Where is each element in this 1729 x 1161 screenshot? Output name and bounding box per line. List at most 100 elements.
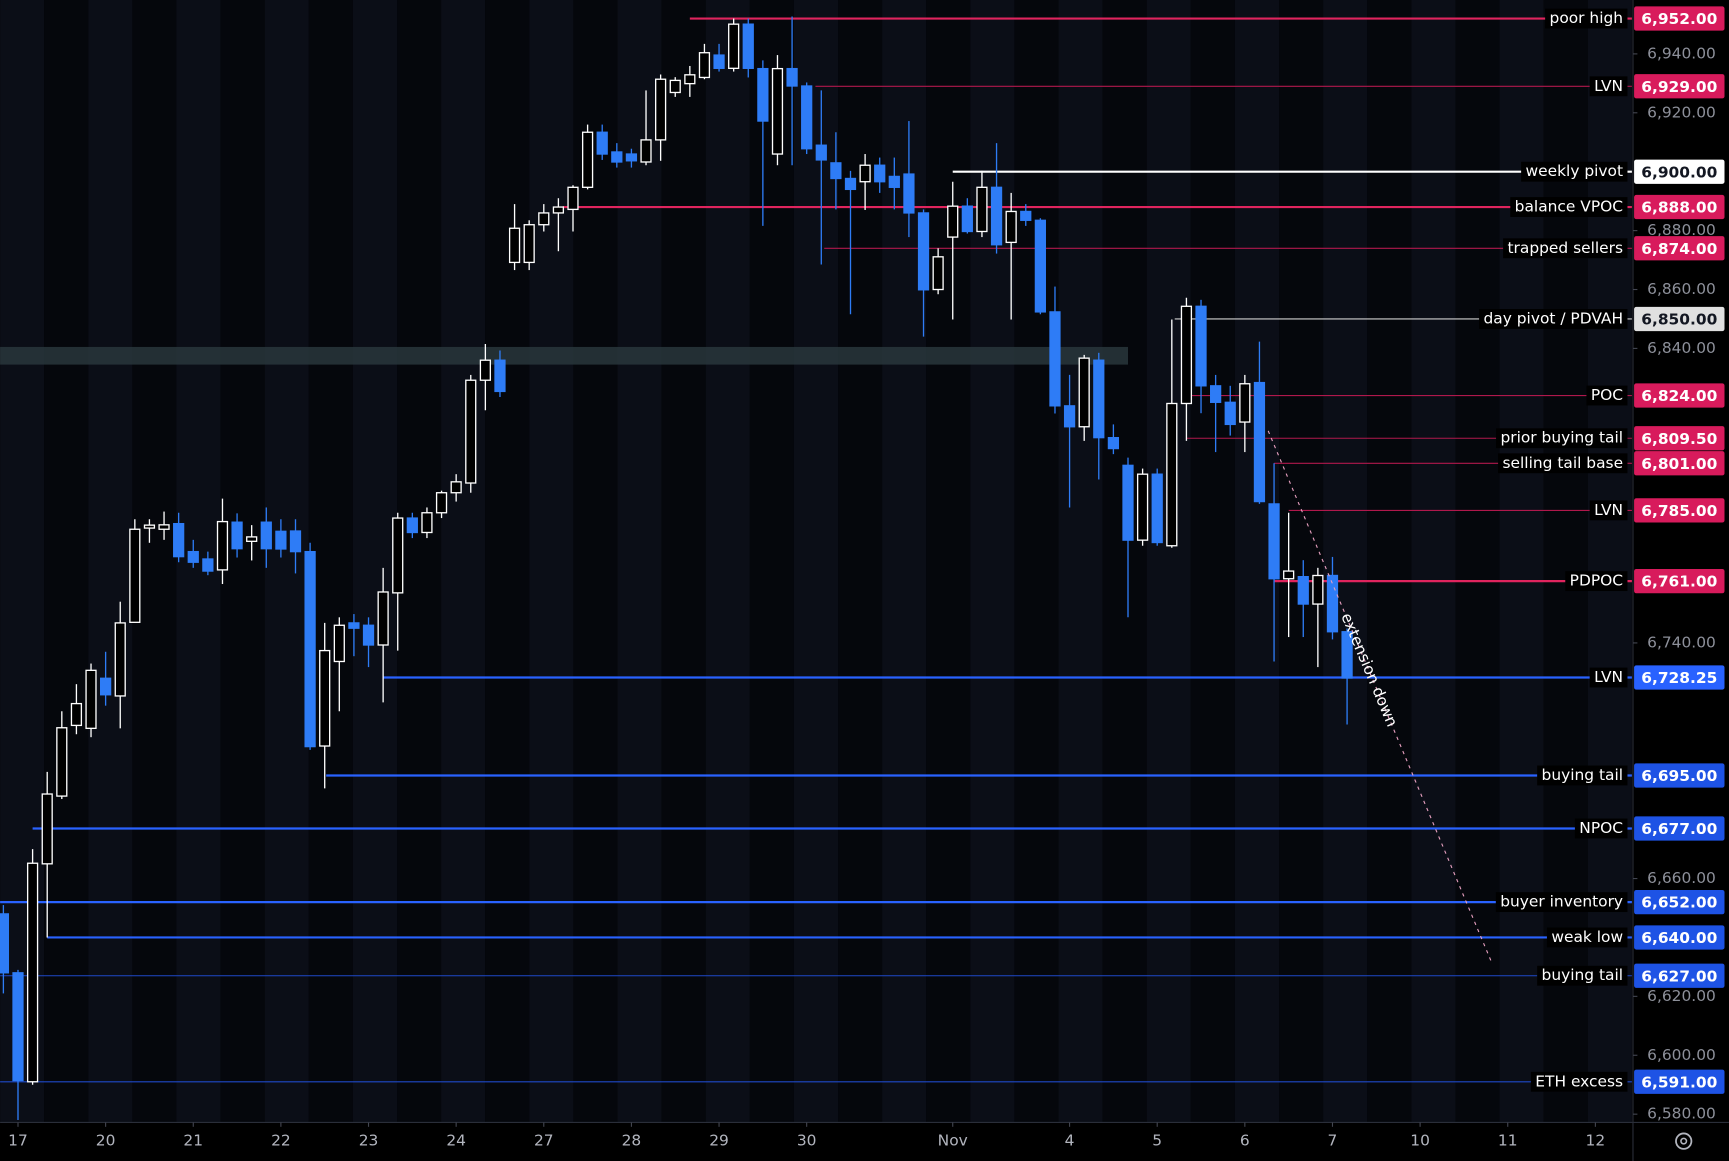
level-label: LVN xyxy=(1594,77,1623,95)
level-label: trapped sellers xyxy=(1508,239,1624,257)
x-tick-label: 5 xyxy=(1152,1132,1162,1150)
candle-body xyxy=(70,702,83,727)
x-tick-label: 22 xyxy=(271,1132,291,1150)
y-tick-label: 6,740.00 xyxy=(1647,633,1716,651)
stripe xyxy=(705,0,750,1123)
y-tick-label: 6,840.00 xyxy=(1647,339,1716,357)
candle-body xyxy=(917,212,930,291)
level-label: weak low xyxy=(1551,928,1623,946)
candle-body xyxy=(961,205,973,233)
price-tag-label: 6,652.00 xyxy=(1641,894,1717,912)
price-tag-label: 6,952.00 xyxy=(1641,10,1717,28)
candle-body xyxy=(1166,402,1178,547)
y-tick-label: 6,940.00 xyxy=(1647,44,1716,62)
candle-body xyxy=(728,23,740,69)
candle-body xyxy=(1078,357,1090,428)
stripe xyxy=(1323,0,1368,1123)
price-tag xyxy=(1634,925,1725,950)
stripe xyxy=(617,0,662,1123)
stripe xyxy=(44,0,89,1123)
level-label: PDPOC xyxy=(1570,572,1623,590)
zone-layer xyxy=(0,346,1129,365)
level-label: buying tail xyxy=(1542,966,1624,984)
level-label-bg xyxy=(1521,161,1628,182)
level-label-bg xyxy=(1479,309,1628,329)
price-tag xyxy=(1634,568,1725,594)
candle-body xyxy=(713,54,725,69)
stripe xyxy=(397,0,442,1123)
y-tick-label: 6,620.00 xyxy=(1647,987,1716,1005)
candle-body xyxy=(406,517,418,534)
level-label-bg xyxy=(1537,765,1628,786)
candle-body xyxy=(494,359,506,393)
candle-body xyxy=(319,649,331,747)
price-tag xyxy=(1634,1069,1725,1094)
level-label: LVN xyxy=(1594,501,1623,519)
session-stripes xyxy=(0,0,1632,1123)
level-label: day pivot / PDVAH xyxy=(1483,309,1623,327)
candle-body xyxy=(581,131,594,188)
settings-icon[interactable] xyxy=(1675,1132,1693,1150)
settings-ring xyxy=(1675,1132,1693,1150)
candle-body xyxy=(304,550,316,748)
candle-body xyxy=(1341,631,1353,679)
candle-body xyxy=(888,175,900,188)
level-label-bg xyxy=(1530,1071,1628,1092)
x-tick-label: 30 xyxy=(797,1132,817,1150)
stripe xyxy=(529,0,574,1123)
candle-body xyxy=(1049,311,1061,407)
candle-body xyxy=(801,85,813,150)
candle-body xyxy=(757,67,769,122)
candle-body xyxy=(1195,305,1207,387)
candle-body xyxy=(1312,574,1324,605)
stripe xyxy=(793,0,839,1123)
level-label-bg xyxy=(1510,197,1628,217)
candle-body xyxy=(596,131,608,155)
candle-body xyxy=(1239,383,1251,423)
candle-body xyxy=(246,536,258,542)
trend-line xyxy=(1267,430,1493,963)
candle-body xyxy=(742,23,754,69)
x-tick-label: 23 xyxy=(359,1132,379,1150)
level-label-bg xyxy=(1498,453,1628,474)
candle-body xyxy=(202,558,214,572)
price-tag xyxy=(1634,194,1725,220)
level-label-bg xyxy=(1565,571,1628,592)
candle-body xyxy=(1210,385,1222,403)
level-label-bg xyxy=(1546,927,1628,948)
stripe xyxy=(661,0,706,1123)
price-tag xyxy=(1634,963,1725,988)
level-label: POC xyxy=(1591,386,1623,404)
price-tag xyxy=(1634,159,1725,184)
candle-body xyxy=(990,186,1003,246)
candle-body xyxy=(1297,576,1309,605)
stripe xyxy=(308,0,353,1123)
price-tag-label: 6,874.00 xyxy=(1641,240,1717,258)
stripe xyxy=(1190,0,1235,1123)
level-label: weekly pivot xyxy=(1526,162,1624,180)
price-tag-label: 6,929.00 xyxy=(1641,78,1717,96)
candle-body xyxy=(1122,464,1134,541)
price-tag-label: 6,591.00 xyxy=(1641,1073,1717,1091)
candle-body xyxy=(538,212,550,226)
price-tag-label: 6,850.00 xyxy=(1641,311,1717,329)
candle-body xyxy=(1268,503,1280,580)
candle-body xyxy=(479,359,491,381)
price-tag xyxy=(1634,6,1725,31)
price-tag-label: 6,785.00 xyxy=(1641,502,1717,520)
stripe xyxy=(749,0,794,1123)
level-label-bg xyxy=(1545,8,1628,29)
candle-body xyxy=(1224,401,1236,426)
candle-body xyxy=(874,164,886,183)
price-tag xyxy=(1634,306,1725,332)
x-tick-label: 11 xyxy=(1498,1132,1518,1150)
price-tag-label: 6,824.00 xyxy=(1641,387,1717,405)
candle-body xyxy=(1283,570,1295,580)
price-tag-label: 6,809.50 xyxy=(1641,430,1717,448)
candle-body xyxy=(815,144,827,161)
candle-body xyxy=(786,67,798,87)
price-tag-label: 6,761.00 xyxy=(1641,573,1717,591)
candle-body xyxy=(976,186,988,233)
level-label-bg xyxy=(1574,818,1628,839)
candle-body xyxy=(859,164,871,183)
